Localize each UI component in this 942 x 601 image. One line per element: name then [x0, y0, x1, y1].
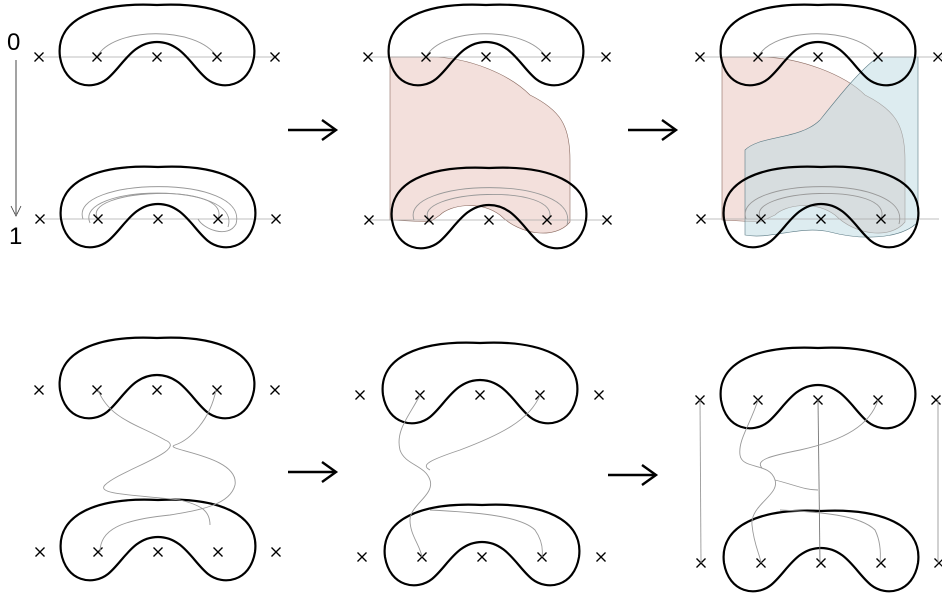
x-mark-icon	[354, 389, 366, 401]
strand	[425, 394, 541, 471]
right-arrow-icon	[628, 119, 679, 141]
x-mark-icon	[476, 551, 488, 563]
panel-top-middle	[362, 3, 613, 250]
strand	[99, 389, 236, 553]
strand	[774, 479, 819, 491]
panel-bottom-left	[33, 336, 282, 582]
x-mark-icon	[270, 546, 282, 558]
x-mark-icon	[356, 551, 368, 563]
panel-top-right	[694, 3, 942, 249]
right-arrow-icon	[288, 461, 339, 483]
panel-bottom-right	[694, 346, 942, 593]
x-mark-icon	[930, 394, 942, 406]
panel-bottom-middle	[354, 341, 607, 587]
bean-top	[694, 3, 942, 87]
right-arrow-icon	[288, 119, 339, 141]
x-mark-icon	[875, 557, 887, 569]
strand	[739, 399, 776, 564]
x-mark-icon	[34, 546, 46, 558]
strand	[97, 389, 211, 526]
strand	[398, 394, 432, 558]
x-mark-icon	[474, 389, 486, 401]
bean-bottom	[356, 503, 607, 587]
bean-bottom	[34, 498, 282, 582]
time-axis: 0 1	[7, 29, 22, 250]
surface-sheet-red	[389, 56, 571, 234]
strand	[779, 509, 881, 564]
x-mark-icon	[33, 384, 45, 396]
axis-start-label: 0	[7, 29, 20, 56]
x-mark-icon	[815, 557, 827, 569]
strand	[817, 399, 821, 564]
bean-bottom	[34, 165, 282, 249]
axis-end-label: 1	[9, 223, 22, 250]
x-mark-icon	[211, 384, 223, 396]
x-mark-icon	[152, 546, 164, 558]
right-arrow-icon	[608, 464, 659, 486]
strand	[699, 399, 702, 564]
panel-top-left	[33, 3, 282, 249]
x-mark-icon	[595, 551, 607, 563]
bean-bottom	[695, 165, 939, 249]
x-mark-icon	[269, 384, 281, 396]
bean-bottom	[363, 166, 613, 250]
bean-top	[362, 3, 612, 87]
bean-top	[33, 336, 281, 420]
x-mark-icon	[91, 384, 103, 396]
x-mark-icon	[151, 384, 163, 396]
surface-sheet-blue	[744, 56, 919, 238]
strand	[759, 399, 879, 469]
x-mark-icon	[212, 546, 224, 558]
x-mark-icon	[92, 546, 104, 558]
down-arrow-icon	[10, 205, 22, 217]
strand	[429, 509, 543, 558]
x-mark-icon	[593, 389, 605, 401]
bean-top	[33, 3, 281, 87]
bean-top	[354, 341, 605, 425]
